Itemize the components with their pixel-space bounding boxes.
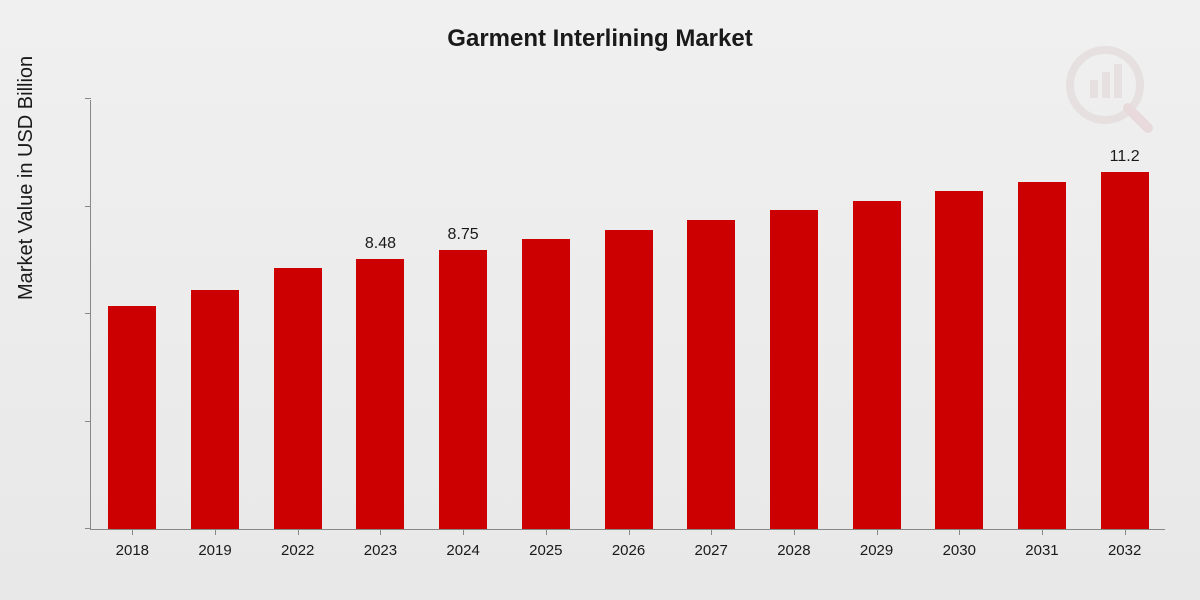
x-axis-label: 2018 <box>116 542 149 559</box>
x-axis-label: 2023 <box>364 542 397 559</box>
chart-plot-area: 20182019202220238.4820248.75202520262027… <box>90 100 1165 530</box>
x-axis-tick <box>629 529 630 535</box>
bar <box>274 268 322 529</box>
x-axis-label: 2026 <box>612 542 645 559</box>
x-axis-tick <box>1042 529 1043 535</box>
x-axis-tick <box>1125 529 1126 535</box>
x-axis-tick <box>711 529 712 535</box>
x-axis-tick <box>959 529 960 535</box>
bar <box>522 239 570 529</box>
bar <box>687 220 735 529</box>
y-axis-tick <box>85 528 91 529</box>
x-axis-label: 2032 <box>1108 542 1141 559</box>
x-axis-tick <box>463 529 464 535</box>
y-axis-tick <box>85 98 91 99</box>
x-axis-label: 2029 <box>860 542 893 559</box>
x-axis-label: 2025 <box>529 542 562 559</box>
x-axis-label: 2027 <box>695 542 728 559</box>
x-axis-tick <box>794 529 795 535</box>
bar <box>1018 182 1066 529</box>
x-axis-label: 2028 <box>777 542 810 559</box>
y-axis-tick <box>85 206 91 207</box>
bar <box>1101 172 1149 529</box>
x-axis-label: 2022 <box>281 542 314 559</box>
chart-title: Garment Interlining Market <box>0 0 1200 63</box>
x-axis-label: 2019 <box>198 542 231 559</box>
bar <box>853 201 901 529</box>
bar <box>605 230 653 529</box>
bar <box>439 250 487 529</box>
x-axis-label: 2030 <box>943 542 976 559</box>
x-axis-tick <box>298 529 299 535</box>
bar <box>770 210 818 529</box>
bar-value-label: 8.75 <box>448 226 479 244</box>
bar <box>108 306 156 529</box>
x-axis-label: 2031 <box>1025 542 1058 559</box>
y-axis-label: Market Value in USD Billion <box>15 56 38 300</box>
x-axis-tick <box>132 529 133 535</box>
bar <box>191 290 239 529</box>
x-axis-tick <box>380 529 381 535</box>
bar <box>356 259 404 529</box>
bar-value-label: 8.48 <box>365 235 396 253</box>
x-axis-tick <box>215 529 216 535</box>
y-axis-tick <box>85 313 91 314</box>
x-axis-tick <box>546 529 547 535</box>
bar <box>935 191 983 529</box>
x-axis-tick <box>877 529 878 535</box>
bar-value-label: 11.2 <box>1110 148 1140 166</box>
x-axis-label: 2024 <box>446 542 479 559</box>
y-axis-tick <box>85 421 91 422</box>
